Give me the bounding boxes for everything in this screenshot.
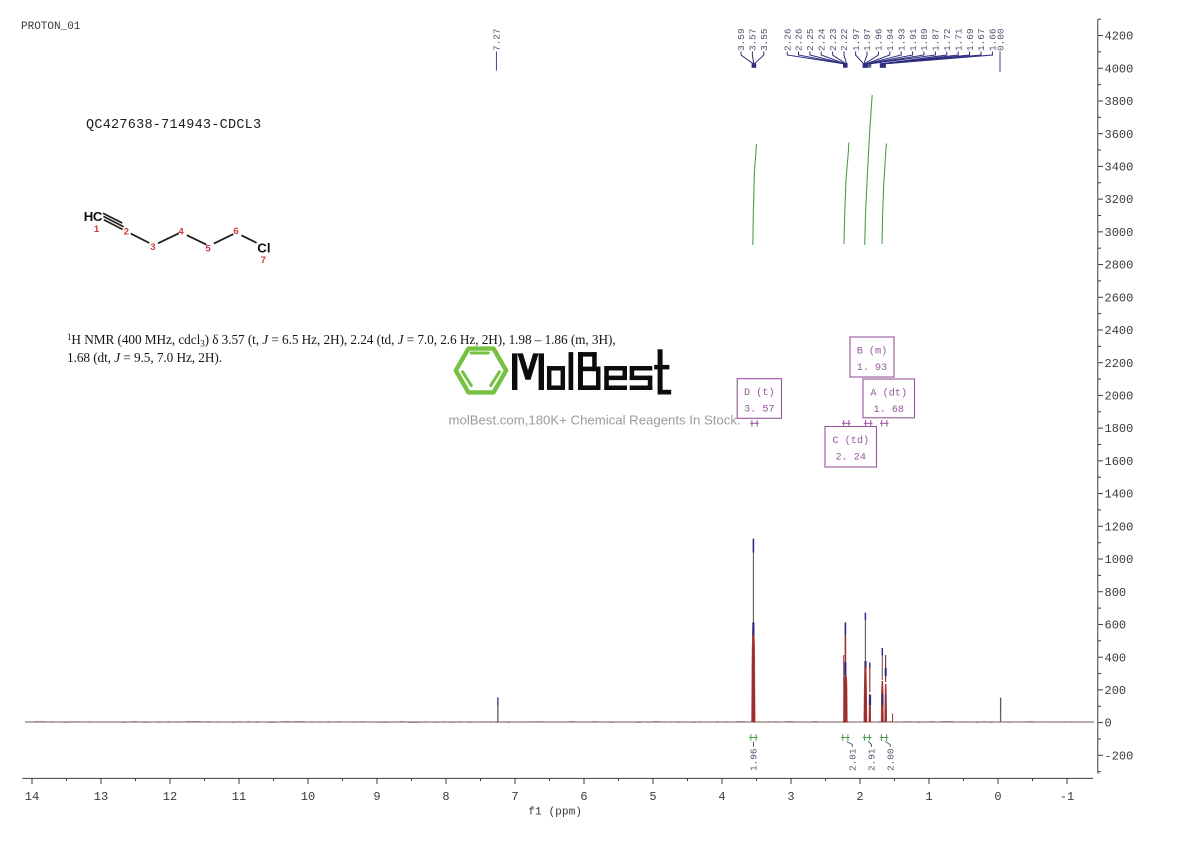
svg-text:2.00: 2.00 [885, 748, 896, 771]
svg-text:14: 14 [25, 790, 39, 804]
svg-text:600: 600 [1105, 619, 1127, 633]
svg-text:3.57: 3.57 [748, 28, 759, 51]
svg-text:2200: 2200 [1105, 357, 1134, 371]
svg-text:800: 800 [1105, 586, 1127, 600]
svg-text:2: 2 [124, 226, 129, 237]
svg-text:7: 7 [511, 790, 518, 804]
svg-text:2800: 2800 [1105, 259, 1134, 273]
svg-text:2.26: 2.26 [782, 28, 793, 51]
svg-text:3.59: 3.59 [736, 28, 747, 51]
svg-text:PROTON_01: PROTON_01 [21, 21, 81, 33]
svg-text:1600: 1600 [1105, 455, 1134, 469]
svg-text:1.71: 1.71 [953, 28, 964, 51]
svg-text:3400: 3400 [1105, 160, 1134, 174]
svg-text:1.68 (dt, J = 9.5, 7.0 Hz, 2H): 1.68 (dt, J = 9.5, 7.0 Hz, 2H). [67, 350, 222, 365]
svg-text:4000: 4000 [1105, 62, 1134, 76]
svg-text:3: 3 [150, 242, 155, 253]
svg-text:1.96: 1.96 [874, 28, 885, 51]
svg-text:0.00: 0.00 [996, 28, 1007, 51]
svg-text:1.96: 1.96 [749, 748, 760, 771]
svg-text:2000: 2000 [1105, 390, 1134, 404]
svg-text:3000: 3000 [1105, 226, 1134, 240]
svg-text:1000: 1000 [1105, 553, 1134, 567]
svg-text:2: 2 [856, 790, 863, 804]
svg-text:7.27: 7.27 [492, 28, 503, 51]
svg-text:2.91: 2.91 [867, 748, 878, 771]
svg-text:9: 9 [373, 790, 380, 804]
svg-text:1.97: 1.97 [851, 28, 862, 51]
svg-text:1.91: 1.91 [908, 28, 919, 51]
svg-text:1400: 1400 [1105, 488, 1134, 502]
svg-text:3200: 3200 [1105, 193, 1134, 207]
svg-text:f1 (ppm): f1 (ppm) [528, 807, 582, 819]
svg-text:molBest.com,180K+ Chemical Rea: molBest.com,180K+ Chemical Reagents In S… [449, 413, 741, 428]
svg-text:4: 4 [178, 226, 184, 237]
svg-text:0: 0 [994, 790, 1001, 804]
svg-text:Cl: Cl [257, 240, 270, 255]
svg-text:6: 6 [580, 790, 587, 804]
svg-text:1. 93: 1. 93 [857, 363, 888, 374]
svg-text:200: 200 [1105, 684, 1127, 698]
svg-text:10: 10 [301, 790, 315, 804]
svg-text:12: 12 [163, 790, 177, 804]
svg-text:3. 57: 3. 57 [744, 405, 775, 416]
svg-text:7: 7 [261, 255, 266, 266]
svg-text:C (td): C (td) [832, 435, 869, 447]
svg-text:3800: 3800 [1105, 95, 1134, 109]
svg-text:2.23: 2.23 [828, 28, 839, 51]
svg-text:-200: -200 [1105, 749, 1134, 763]
svg-text:13: 13 [94, 790, 108, 804]
svg-text:5: 5 [205, 243, 211, 254]
svg-text:400: 400 [1105, 651, 1127, 665]
svg-text:2.01: 2.01 [848, 748, 859, 771]
svg-text:4200: 4200 [1105, 30, 1134, 44]
svg-text:2400: 2400 [1105, 324, 1134, 338]
svg-text:1: 1 [925, 790, 932, 804]
svg-text:-1: -1 [1060, 790, 1074, 804]
svg-text:1800: 1800 [1105, 422, 1134, 436]
svg-text:1: 1 [94, 224, 100, 235]
svg-text:2.24: 2.24 [816, 28, 827, 51]
svg-text:1.87: 1.87 [931, 28, 942, 51]
svg-text:3600: 3600 [1105, 128, 1134, 142]
svg-text:B (m): B (m) [857, 346, 888, 358]
svg-text:1.69: 1.69 [965, 28, 976, 51]
svg-text:1H NMR (400 MHz, cdcl3) δ 3.57: 1H NMR (400 MHz, cdcl3) δ 3.57 (t, J = 6… [67, 332, 616, 349]
svg-text:HC: HC [84, 209, 103, 224]
svg-text:1.89: 1.89 [919, 28, 930, 51]
svg-text:QC427638-714943-CDCL3: QC427638-714943-CDCL3 [86, 118, 261, 133]
svg-text:A (dt): A (dt) [870, 388, 907, 400]
svg-text:2.26: 2.26 [794, 28, 805, 51]
svg-text:3: 3 [787, 790, 794, 804]
svg-text:4: 4 [718, 790, 725, 804]
svg-text:0: 0 [1105, 717, 1112, 731]
svg-text:1.67: 1.67 [976, 28, 987, 51]
svg-text:2.22: 2.22 [839, 28, 850, 51]
svg-text:1.93: 1.93 [896, 28, 907, 51]
svg-text:6: 6 [233, 226, 238, 237]
svg-text:2600: 2600 [1105, 291, 1134, 305]
svg-text:D (t): D (t) [744, 387, 775, 399]
svg-text:2. 24: 2. 24 [835, 452, 866, 463]
svg-text:3.55: 3.55 [759, 28, 770, 51]
svg-text:1.72: 1.72 [942, 28, 953, 51]
svg-text:1.94: 1.94 [885, 28, 896, 51]
svg-text:8: 8 [442, 790, 449, 804]
svg-text:2.25: 2.25 [805, 28, 816, 51]
svg-text:1200: 1200 [1105, 520, 1134, 534]
svg-text:1.66: 1.66 [988, 28, 999, 51]
svg-text:1.97: 1.97 [862, 28, 873, 51]
svg-text:5: 5 [649, 790, 656, 804]
svg-text:11: 11 [232, 790, 246, 804]
svg-text:1. 68: 1. 68 [873, 405, 904, 416]
